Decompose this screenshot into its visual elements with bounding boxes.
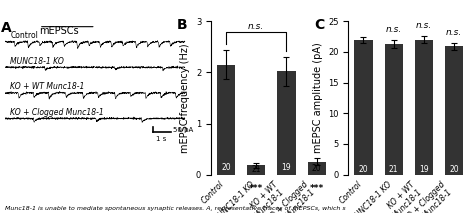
Text: 1 s: 1 s [156,135,167,142]
Text: KO + WT Munc18-1: KO + WT Munc18-1 [10,82,85,91]
Text: 21: 21 [389,165,399,174]
Bar [384,44,403,175]
Text: n.s.: n.s. [248,22,264,30]
Text: Control: Control [10,31,38,40]
Y-axis label: mEPSC amplitude (pA): mEPSC amplitude (pA) [313,43,323,153]
Y-axis label: mEPSC frequency (Hz): mEPSC frequency (Hz) [180,43,190,153]
Text: A: A [1,21,12,35]
Text: n.s.: n.s. [416,21,432,30]
Text: 19: 19 [282,163,292,172]
Text: n.s.: n.s. [446,28,462,37]
Bar [308,162,326,175]
Text: MUNC18-1 KO: MUNC18-1 KO [10,57,64,66]
Text: KO + Clogged Munc18-1: KO + Clogged Munc18-1 [10,108,104,117]
Text: 20: 20 [221,163,231,172]
Bar [277,71,295,175]
Text: 20: 20 [449,165,459,174]
Bar [247,166,265,175]
Text: B: B [177,18,188,32]
Text: 20: 20 [359,165,368,174]
Text: 20: 20 [312,164,321,173]
Text: n.s.: n.s. [385,24,402,34]
Bar [445,46,463,175]
Text: ***: *** [310,184,324,193]
Bar [415,40,433,175]
Text: Munc18-1 is unable to mediate spontaneous synaptic releases. A, representative t: Munc18-1 is unable to mediate spontaneou… [5,206,346,211]
Text: 19: 19 [419,165,429,174]
Text: C: C [315,18,325,32]
Text: 50 pA: 50 pA [173,127,193,133]
Text: mEPSCs: mEPSCs [39,26,79,36]
Text: ***: *** [249,184,264,193]
Text: 21: 21 [252,165,261,174]
Bar [217,65,235,175]
Bar [355,40,373,175]
